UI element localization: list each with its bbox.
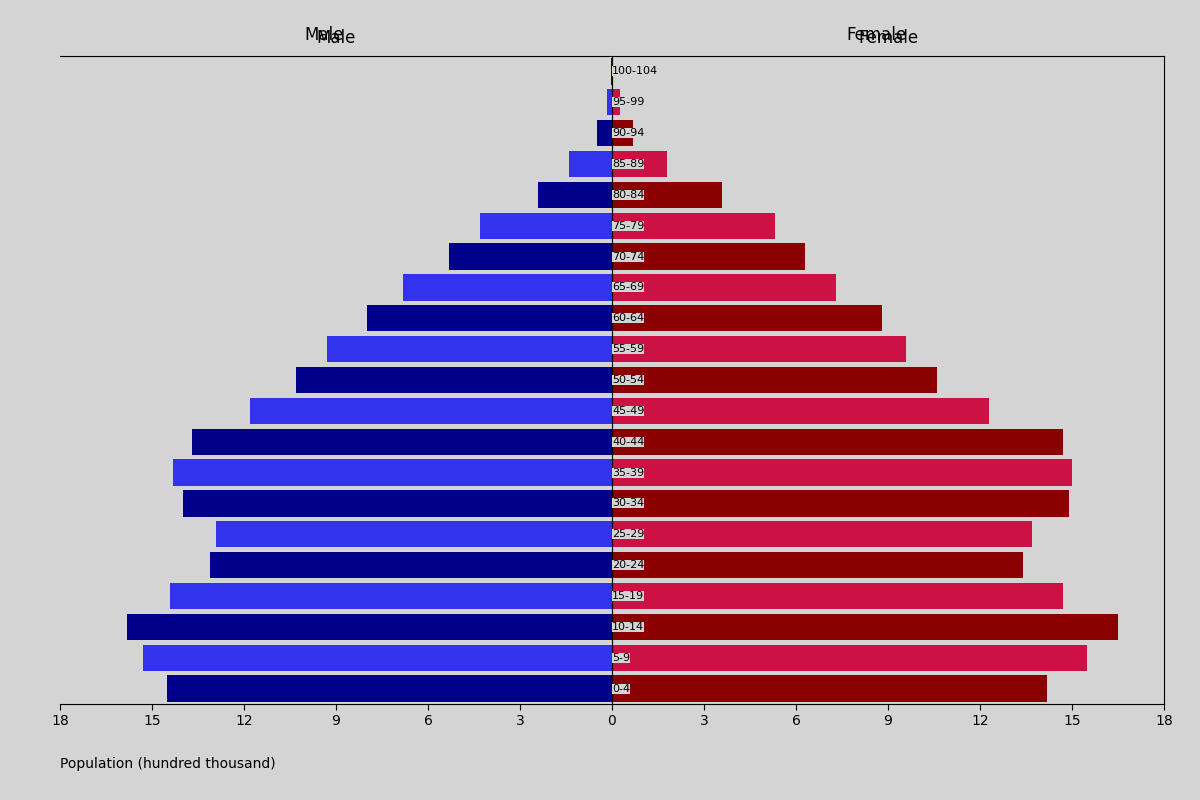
Text: Population (hundred thousand): Population (hundred thousand) — [60, 757, 276, 771]
Text: 80-84: 80-84 — [612, 190, 644, 200]
Text: 100-104: 100-104 — [612, 66, 658, 77]
Bar — [612, 151, 667, 177]
Text: 90-94: 90-94 — [612, 128, 644, 138]
Text: 20-24: 20-24 — [612, 560, 644, 570]
Bar — [326, 336, 612, 362]
Bar — [612, 645, 1087, 671]
Text: Female: Female — [858, 29, 918, 46]
Bar — [210, 552, 612, 578]
Bar — [612, 614, 1118, 640]
Bar — [612, 459, 1072, 486]
Bar — [612, 552, 1022, 578]
Bar — [612, 89, 619, 115]
Text: 75-79: 75-79 — [612, 221, 644, 230]
Bar — [612, 243, 805, 270]
Bar — [612, 521, 1032, 547]
Bar — [569, 151, 612, 177]
Text: 30-34: 30-34 — [612, 498, 644, 509]
Text: Female: Female — [846, 26, 906, 44]
Bar — [612, 583, 1063, 609]
Text: 5-9: 5-9 — [612, 653, 630, 662]
Bar — [607, 89, 612, 115]
Bar — [127, 614, 612, 640]
Bar — [170, 583, 612, 609]
Text: 15-19: 15-19 — [612, 591, 644, 601]
Bar — [480, 213, 612, 239]
Text: 60-64: 60-64 — [612, 314, 644, 323]
Bar — [612, 120, 634, 146]
Bar — [612, 675, 1048, 702]
Bar — [612, 398, 989, 424]
Bar — [612, 274, 836, 301]
Bar — [612, 58, 613, 85]
Bar — [167, 675, 612, 702]
Text: 65-69: 65-69 — [612, 282, 644, 293]
Bar — [612, 182, 722, 208]
Bar — [612, 305, 882, 331]
Bar — [612, 429, 1063, 455]
Bar — [250, 398, 612, 424]
Text: Male: Male — [317, 29, 355, 46]
Text: Male: Male — [305, 26, 343, 44]
Bar — [450, 243, 612, 270]
Text: 40-44: 40-44 — [612, 437, 644, 446]
Text: 0-4: 0-4 — [612, 683, 630, 694]
Bar — [296, 367, 612, 393]
Bar — [612, 336, 906, 362]
Text: 55-59: 55-59 — [612, 344, 644, 354]
Bar — [403, 274, 612, 301]
Text: 45-49: 45-49 — [612, 406, 644, 416]
Bar — [182, 490, 612, 517]
Bar — [192, 429, 612, 455]
Bar — [174, 459, 612, 486]
Text: 70-74: 70-74 — [612, 251, 644, 262]
Text: 95-99: 95-99 — [612, 98, 644, 107]
Bar — [367, 305, 612, 331]
Bar — [596, 120, 612, 146]
Text: 10-14: 10-14 — [612, 622, 644, 632]
Bar — [216, 521, 612, 547]
Text: 50-54: 50-54 — [612, 375, 644, 385]
Bar — [612, 213, 774, 239]
Bar — [143, 645, 612, 671]
Bar — [612, 490, 1069, 517]
Text: 25-29: 25-29 — [612, 530, 644, 539]
Text: 85-89: 85-89 — [612, 159, 644, 169]
Bar — [539, 182, 612, 208]
Text: 35-39: 35-39 — [612, 467, 644, 478]
Bar — [612, 367, 937, 393]
